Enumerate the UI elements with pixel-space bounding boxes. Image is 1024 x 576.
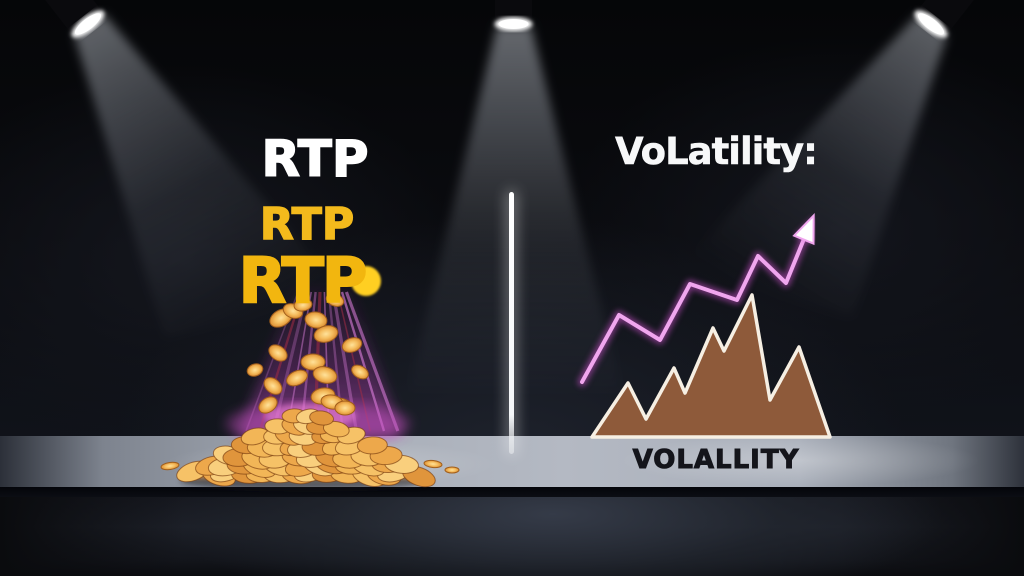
trend-line: [580, 234, 807, 384]
coin: [325, 293, 345, 307]
right-beam: [678, 14, 947, 318]
coin: [423, 459, 443, 469]
coin: [351, 364, 369, 380]
coin: [341, 337, 363, 353]
spotlight-left-icon: [28, 0, 105, 38]
trend-line-glow: [577, 232, 810, 387]
coin: [322, 420, 350, 438]
coin: [444, 466, 460, 474]
scattered-coins: [160, 459, 460, 474]
coin: [263, 377, 283, 395]
coin-pile: [176, 408, 436, 488]
coin: [309, 410, 334, 426]
coin: [293, 298, 313, 312]
stage-edge: [0, 487, 1024, 497]
left-beam: [74, 14, 345, 338]
divider-line: [509, 192, 514, 454]
coin: [300, 353, 326, 371]
volatility-chart: [577, 213, 832, 439]
coin: [334, 400, 356, 416]
spotlight-center-icon: [494, 0, 533, 31]
arrowhead: [792, 213, 815, 246]
stage-front-face: [0, 497, 1024, 576]
rtp-title-gold-2: RTP: [238, 244, 369, 317]
spotlight-right-icon: [914, 0, 991, 38]
mountain-peaks: [590, 293, 832, 439]
volatility-heading: VoLatility:: [615, 130, 818, 173]
rtp-title-gold-1: RTP: [259, 199, 355, 250]
center-beam: [408, 26, 622, 392]
light-streak: [344, 291, 400, 432]
volatility-caption: VOLALLITY: [632, 445, 800, 475]
coin: [286, 369, 308, 387]
coin: [313, 325, 339, 343]
bright-coin: [351, 266, 381, 296]
coin: [246, 363, 264, 377]
rtp-title-white: RTP: [261, 130, 370, 188]
falling-coins: [246, 293, 369, 416]
coin: [258, 396, 278, 414]
coin: [304, 311, 328, 329]
coin: [356, 436, 388, 455]
coin: [160, 461, 180, 471]
coin: [312, 366, 338, 384]
coin: [268, 344, 288, 362]
